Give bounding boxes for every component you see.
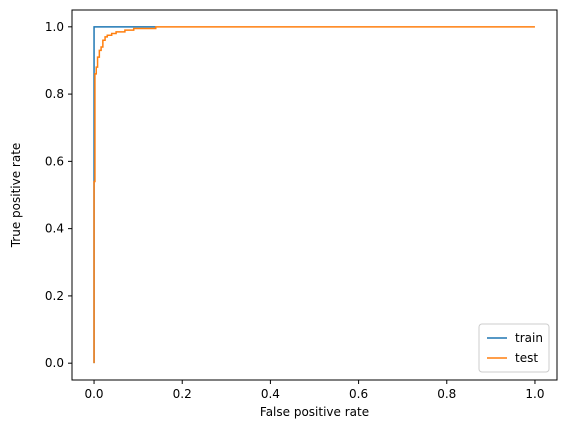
- x-tick-label: 0.2: [173, 387, 192, 401]
- plot-lines: [93, 26, 535, 364]
- y-axis-ticks: 0.0 0.2 0.4 0.6 0.8 1.0: [45, 20, 72, 370]
- y-tick-label: 1.0: [45, 20, 64, 34]
- series-line-train: [93, 26, 156, 364]
- series-line-test: [93, 26, 535, 364]
- legend-label-test: test: [515, 351, 538, 365]
- x-tick-label: 0.6: [349, 387, 368, 401]
- x-tick-label: 1.0: [525, 387, 544, 401]
- y-tick-label: 0.6: [45, 154, 64, 168]
- x-axis-label: False positive rate: [260, 405, 369, 419]
- x-tick-label: 0.4: [261, 387, 280, 401]
- plot-frame: [71, 9, 558, 381]
- legend-label-train: train: [515, 331, 543, 345]
- legend-box: [478, 323, 550, 373]
- x-axis-ticks: 0.0 0.2 0.4 0.6 0.8 1.0: [84, 380, 545, 401]
- x-tick-label: 0.8: [437, 387, 456, 401]
- legend: train test: [478, 323, 550, 373]
- y-axis-label: True positive rate: [9, 143, 23, 249]
- x-tick-label: 0.0: [84, 387, 103, 401]
- y-tick-label: 0.0: [45, 356, 64, 370]
- y-tick-label: 0.4: [45, 222, 64, 236]
- y-tick-label: 0.8: [45, 87, 64, 101]
- y-tick-label: 0.2: [45, 289, 64, 303]
